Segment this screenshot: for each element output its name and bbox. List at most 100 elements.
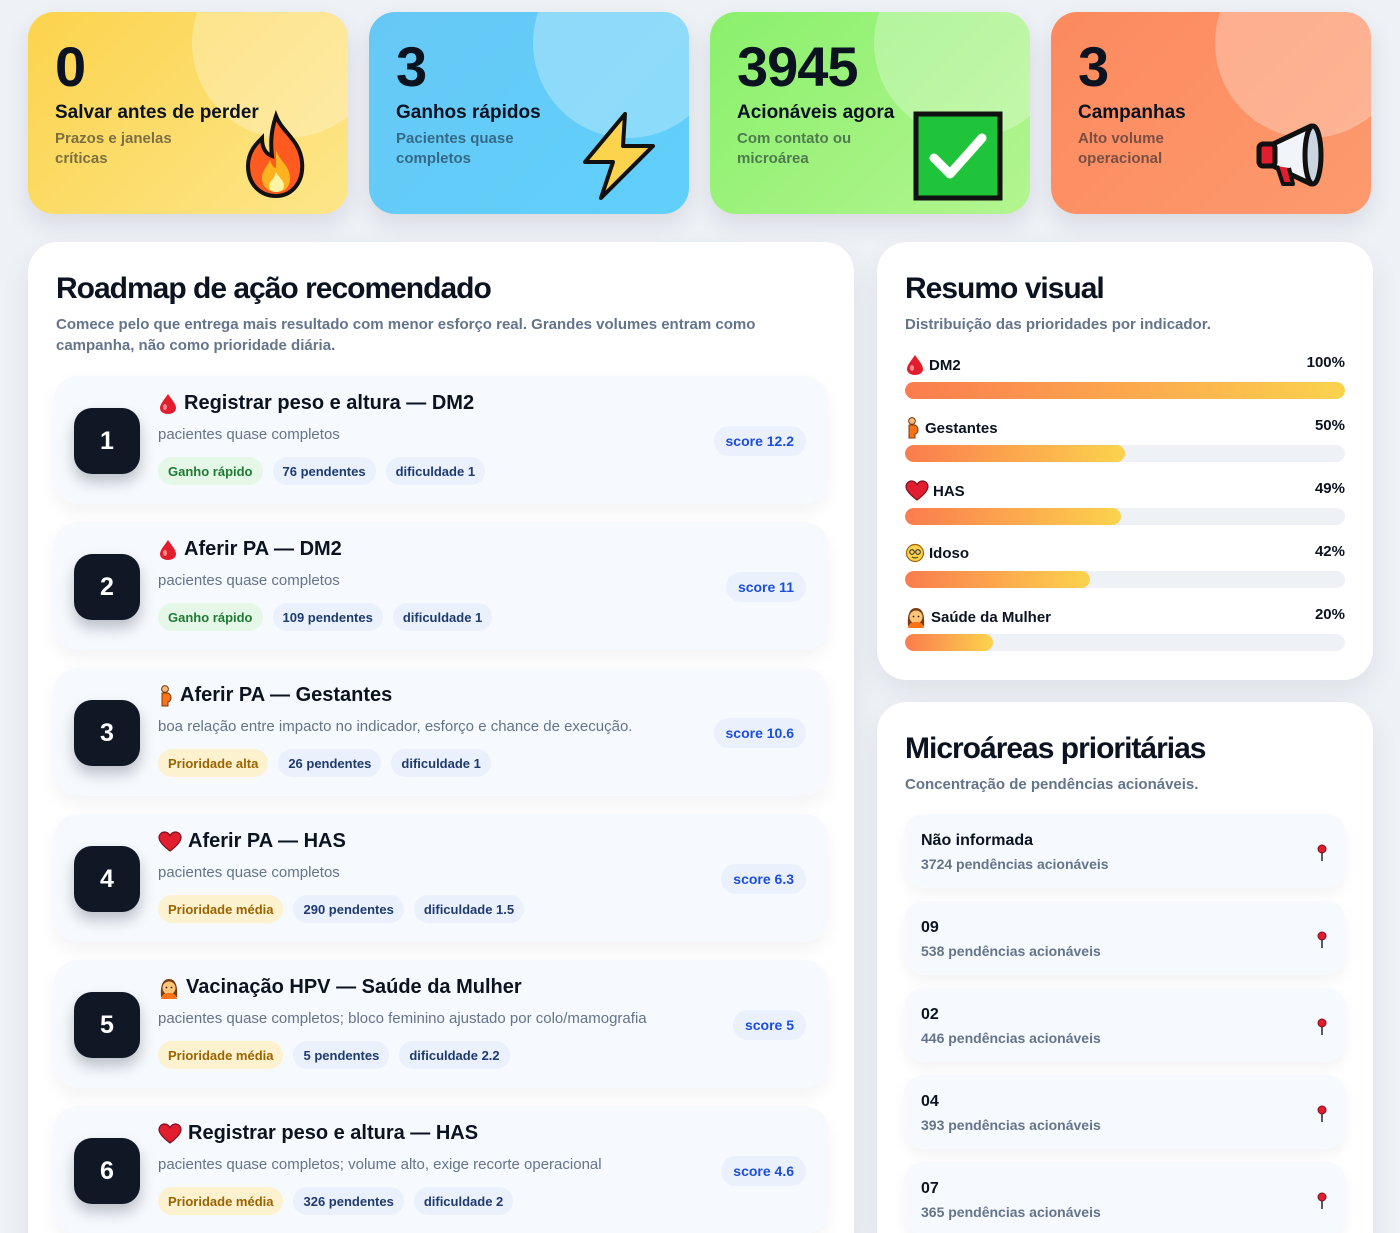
roadmap-item-description: pacientes quase completos; bloco feminin… (158, 1010, 647, 1027)
elderly-face-icon (905, 543, 929, 563)
kpi-card-acionaveis[interactable]: 3945 Acionáveis agora Com contato ou mic… (710, 12, 1030, 214)
bar-label-text: HAS (933, 482, 965, 500)
microarea-name: 04 (921, 1093, 939, 1110)
priority-bar-row: DM2 100% (905, 354, 1345, 402)
tag: dificuldade 2 (413, 1187, 514, 1215)
panel-title: Roadmap de ação recomendado (56, 272, 492, 305)
bar-fill (905, 445, 1125, 462)
tag: Ganho rápido (158, 603, 263, 631)
rank-badge: 3 (74, 700, 140, 766)
roadmap-item-title: Registrar peso e altura — HAS (158, 1122, 478, 1145)
panel-subtitle: Comece pelo que entrega mais resultado c… (56, 316, 756, 354)
score-badge: score 6.3 (721, 864, 806, 894)
kpi-card-campanhas[interactable]: 3 Campanhas Alto volume operacional (1051, 12, 1371, 214)
fire-icon (245, 110, 305, 199)
microarea-item[interactable]: 09 538 pendências acionáveis (905, 901, 1345, 975)
panel-title: Microáreas prioritárias (905, 732, 1206, 765)
priority-bar-row: Gestantes 50% (905, 417, 1345, 465)
roadmap-item-description: boa relação entre impacto no indicador, … (158, 718, 633, 735)
priority-bar-row: Saúde da Mulher 20% (905, 606, 1345, 654)
rank-badge: 1 (74, 408, 140, 474)
microarea-item[interactable]: Não informada 3724 pendências acionáveis (905, 814, 1345, 888)
tag-list: Prioridade média 290 pendentes dificuldade… (158, 895, 525, 923)
microarea-name: 09 (921, 919, 939, 936)
kpi-value: 0 (55, 35, 86, 98)
microarea-count: 538 pendências acionáveis (921, 943, 1101, 959)
microarea-item[interactable]: 07 365 pendências acionáveis (905, 1162, 1345, 1233)
bar-percent: 20% (1314, 606, 1345, 623)
bar-label: DM2 (905, 354, 961, 376)
score-badge: score 4.6 (721, 1156, 806, 1186)
rank-badge: 2 (74, 554, 140, 620)
microarea-count: 365 pendências acionáveis (921, 1204, 1101, 1220)
roadmap-item-title-text: Registrar peso e altura — DM2 (184, 392, 475, 414)
kpi-card-ganhos[interactable]: 3 Ganhos rápidos Pacientes quase complet… (369, 12, 689, 214)
tag: 26 pendentes (278, 749, 382, 777)
kpi-value: 3945 (737, 35, 859, 98)
roadmap-item[interactable]: 2 Aferir PA — DM2 pacientes quase comple… (54, 522, 828, 650)
kpi-subtitle: Com contato ou microárea (737, 130, 852, 167)
kpi-subtitle: Prazos e janelas críticas (55, 130, 172, 167)
score-badge: score 12.2 (713, 426, 806, 456)
bar-fill (905, 382, 1345, 399)
roadmap-item-title: Aferir PA — HAS (158, 830, 346, 853)
microarea-count: 3724 pendências acionáveis (921, 856, 1109, 872)
roadmap-item-description: pacientes quase completos (158, 426, 340, 443)
tag: Ganho rápido (158, 457, 263, 485)
tag: dificuldade 1 (392, 603, 493, 631)
roadmap-item-title-text: Registrar peso e altura — HAS (188, 1122, 479, 1144)
bar-percent: 42% (1314, 543, 1345, 560)
bar-label: HAS (905, 480, 965, 502)
microareas-panel: Microáreas prioritárias Concentração de … (877, 702, 1373, 1233)
roadmap-item[interactable]: 1 Registrar peso e altura — DM2 paciente… (54, 376, 828, 504)
pushpin-icon (1317, 1192, 1327, 1215)
tag-list: Ganho rápido 76 pendentes dificuldade 1 (158, 457, 486, 485)
microarea-item[interactable]: 04 393 pendências acionáveis (905, 1075, 1345, 1149)
roadmap-item[interactable]: 6 Registrar peso e altura — HAS paciente… (54, 1106, 828, 1233)
bar-label: Gestantes (905, 417, 998, 439)
rank-badge: 4 (74, 846, 140, 912)
microarea-name: 02 (921, 1006, 939, 1023)
check-box-icon (913, 111, 1003, 201)
tag-list: Prioridade média 5 pendentes dificuldade 2… (158, 1041, 510, 1069)
bar-track (905, 571, 1345, 588)
kpi-title: Ganhos rápidos (396, 102, 541, 123)
priority-bar-row: HAS 49% (905, 480, 1345, 528)
bar-percent: 100% (1306, 354, 1345, 371)
roadmap-item[interactable]: 4 Aferir PA — HAS pacientes quase comple… (54, 814, 828, 942)
bar-label-text: DM2 (929, 356, 961, 374)
tag: 5 pendentes (293, 1041, 390, 1069)
roadmap-item[interactable]: 5 Vacinação HPV — Saúde da Mulher pacien… (54, 960, 828, 1088)
microarea-item[interactable]: 02 446 pendências acionáveis (905, 988, 1345, 1062)
blood-drop-icon (905, 354, 929, 376)
rank-badge: 6 (74, 1138, 140, 1204)
kpi-card-salvar[interactable]: 0 Salvar antes de perder Prazos e janela… (28, 12, 348, 214)
pushpin-icon (1317, 844, 1327, 867)
tag: Prioridade alta (158, 749, 269, 777)
bar-label: Saúde da Mulher (905, 606, 1051, 628)
megaphone-icon (1256, 123, 1324, 187)
panel-subtitle: Distribuição das prioridades por indicad… (905, 316, 1211, 333)
roadmap-item[interactable]: 3 Aferir PA — Gestantes boa relação entr… (54, 668, 828, 796)
heart-icon (158, 830, 188, 853)
kpi-subtitle: Pacientes quase completos (396, 130, 514, 167)
heart-icon (158, 1122, 188, 1145)
bar-percent: 49% (1314, 480, 1345, 497)
microarea-name: Não informada (921, 832, 1034, 849)
roadmap-panel: Roadmap de ação recomendado Comece pelo … (28, 242, 854, 1233)
bar-fill (905, 634, 993, 651)
roadmap-item-title: Aferir PA — DM2 (158, 538, 342, 561)
tag: Prioridade média (158, 895, 284, 923)
tag: Prioridade média (158, 1041, 284, 1069)
tag: dificuldade 2.2 (399, 1041, 510, 1069)
pushpin-icon (1317, 931, 1327, 954)
kpi-title: Campanhas (1078, 102, 1186, 123)
woman-icon (158, 977, 186, 999)
pregnant-woman-icon (158, 684, 180, 707)
roadmap-item-description: pacientes quase completos (158, 864, 340, 881)
bar-fill (905, 508, 1121, 525)
score-badge: score 11 (725, 572, 806, 602)
resumo-panel: Resumo visual Distribuição das prioridad… (877, 242, 1373, 680)
kpi-title: Salvar antes de perder (55, 102, 259, 123)
bar-label-text: Gestantes (925, 419, 998, 437)
